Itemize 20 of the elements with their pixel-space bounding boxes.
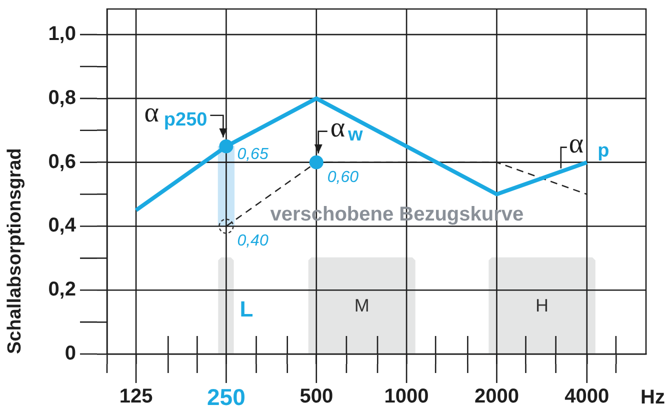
x-tick-label: 500 xyxy=(300,386,334,408)
data-label: 0,60 xyxy=(327,168,359,186)
y-tick-label: 0,4 xyxy=(48,214,77,237)
data-label: 0,65 xyxy=(237,146,268,163)
y-tick-label: 0,2 xyxy=(48,278,76,301)
x-tick-label: 125 xyxy=(119,386,153,408)
x-tick-label: 4000 xyxy=(564,386,610,408)
band-label: H xyxy=(536,296,549,316)
y-axis-title: Schallabsorptionsgrad xyxy=(4,148,26,354)
y-tick-label: 0,8 xyxy=(48,86,76,109)
y-tick-label: 0,6 xyxy=(48,150,76,173)
data-label: 0,40 xyxy=(237,232,268,250)
band-label: L xyxy=(240,296,254,322)
band-label: M xyxy=(354,296,370,316)
y-tick-label: 1,0 xyxy=(48,23,76,46)
x-tick-label: 1000 xyxy=(384,386,429,408)
x-axis-title: Hz xyxy=(640,386,665,409)
x-tick-label: 250 xyxy=(207,384,246,410)
x-tick-label: 2000 xyxy=(474,386,519,408)
y-tick-label: 0 xyxy=(64,342,76,365)
